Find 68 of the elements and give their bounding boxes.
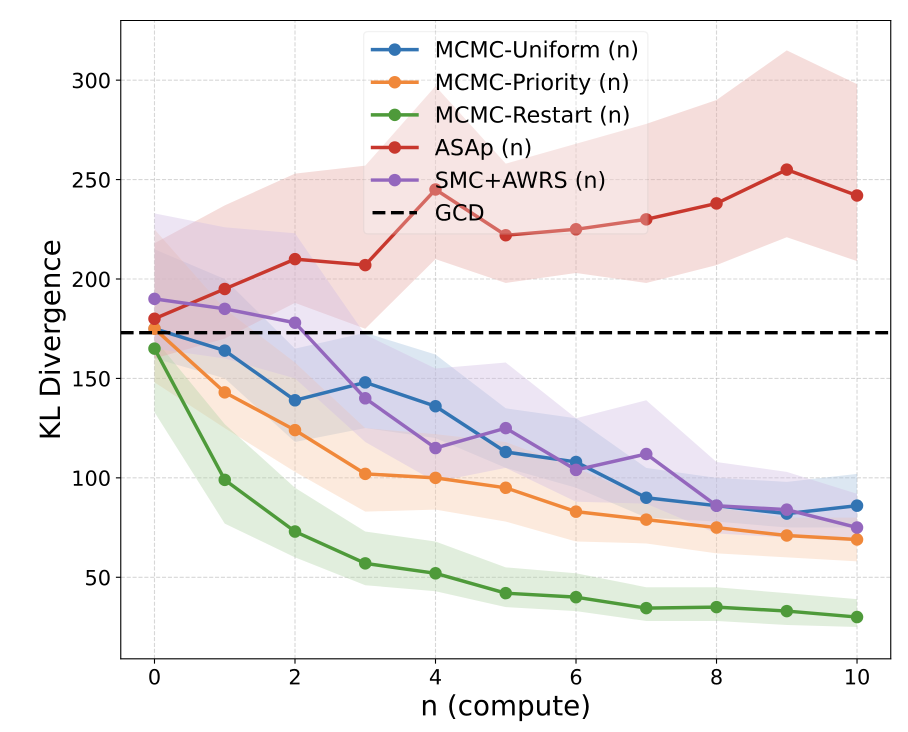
x-axis-title: n (compute) — [422, 694, 589, 722]
y-tick-label: 100 — [74, 470, 110, 486]
point — [288, 316, 302, 329]
point — [570, 590, 582, 604]
point — [429, 567, 442, 580]
point — [288, 424, 302, 436]
x-tick-label: 2 — [290, 668, 300, 684]
x-tick-label: 6 — [570, 668, 582, 685]
point — [288, 394, 302, 407]
point — [359, 557, 372, 570]
point — [218, 474, 231, 486]
point — [218, 302, 231, 316]
x-tick-label: 10 — [846, 668, 869, 685]
point — [359, 376, 372, 389]
point — [359, 468, 372, 480]
point — [218, 386, 231, 399]
legend-label: ASAp (n) — [434, 138, 530, 160]
point — [710, 197, 723, 210]
x-tick-label: 0 — [149, 668, 160, 685]
point — [780, 529, 794, 542]
y-tick-label: 300 — [72, 72, 110, 88]
y-tick-label: 250 — [72, 172, 110, 188]
legend-label: MCMC-Restart (n) — [436, 106, 629, 126]
point — [780, 163, 794, 176]
legend-label: SMC+AWRS (n) — [436, 170, 604, 191]
y-tick-label: 200 — [72, 271, 110, 288]
point — [429, 472, 442, 484]
point — [288, 525, 302, 538]
point — [850, 521, 864, 534]
point — [780, 604, 794, 618]
point — [640, 213, 653, 226]
y-tick-label: 50 — [86, 570, 110, 586]
legend-label: MCMC-Priority (n) — [436, 73, 628, 95]
point — [710, 521, 723, 534]
point — [850, 610, 864, 624]
point — [710, 600, 723, 614]
point — [640, 448, 653, 460]
point — [500, 586, 512, 600]
point — [570, 223, 582, 236]
x-tick-label: 4 — [430, 669, 441, 684]
point — [850, 499, 864, 512]
y-tick-label: 150 — [74, 370, 110, 387]
point — [429, 442, 442, 454]
point — [148, 342, 161, 355]
point — [570, 505, 582, 518]
point — [500, 482, 512, 494]
point — [359, 392, 372, 405]
legend-label: MCMC-Uniform (n) — [436, 40, 638, 60]
point — [359, 258, 372, 272]
x-tick-label: 8 — [711, 668, 722, 685]
point — [640, 513, 653, 526]
point — [850, 533, 864, 546]
point — [148, 292, 161, 306]
point — [500, 422, 512, 434]
point — [500, 446, 512, 458]
point — [148, 312, 161, 326]
point — [500, 229, 512, 242]
legend-label: GCD — [436, 204, 484, 221]
point — [640, 602, 653, 614]
point — [640, 491, 653, 504]
point — [218, 344, 231, 357]
point — [570, 464, 582, 476]
point — [218, 282, 231, 296]
point — [850, 189, 864, 202]
point — [780, 503, 794, 516]
y-axis-title: KL Divergence — [38, 240, 66, 438]
point — [288, 252, 302, 266]
point — [429, 400, 442, 413]
